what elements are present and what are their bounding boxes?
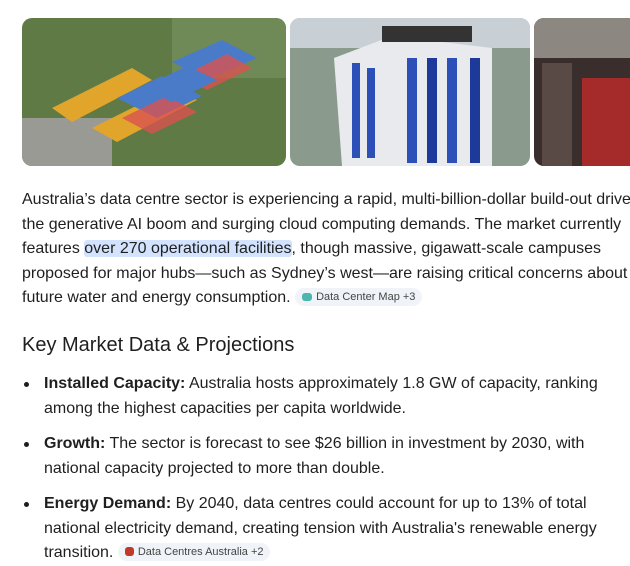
item-label: Installed Capacity:	[44, 375, 186, 392]
building-image[interactable]	[290, 18, 530, 166]
aerial-image[interactable]	[22, 18, 286, 166]
bullet-item: Energy Demand: By 2040, data centres cou…	[22, 492, 618, 566]
source-chip[interactable]: Data Center Map +3	[295, 288, 423, 306]
item-text: Australia hosts approximately 1.8 GW of …	[44, 375, 598, 417]
item-label: Growth:	[44, 435, 106, 452]
bullet-list: Installed Capacity: Australia hosts appr…	[22, 372, 618, 566]
chip-icon	[124, 547, 134, 556]
intro-paragraph: Australia’s data centre sector is experi…	[22, 188, 630, 311]
item-text: By 2040, data centres could account for …	[44, 495, 597, 561]
intro-text: Australia’s data centre sector is experi…	[22, 191, 630, 257]
item-label: Energy Demand:	[44, 495, 172, 512]
bullet-item: Installed Capacity: Australia hosts appr…	[22, 372, 618, 421]
intro-text: , though massive, gigawatt-scale campuse…	[22, 240, 628, 306]
chip-label: Data Center Map +3	[316, 291, 416, 303]
bullet-item: Growth: The sector is forecast to see $2…	[22, 432, 618, 481]
section-heading: Key Market Data & Projections	[22, 334, 295, 356]
item-text: The sector is forecast to see $26 billio…	[44, 435, 585, 477]
tower-image[interactable]	[534, 18, 630, 166]
chip-label: Data Centres Australia +2	[137, 545, 264, 558]
image-strip	[22, 18, 630, 166]
source-chip[interactable]: Data Centres Australia +2	[117, 542, 271, 561]
highlight[interactable]: over 270 operational facilities	[84, 240, 292, 257]
